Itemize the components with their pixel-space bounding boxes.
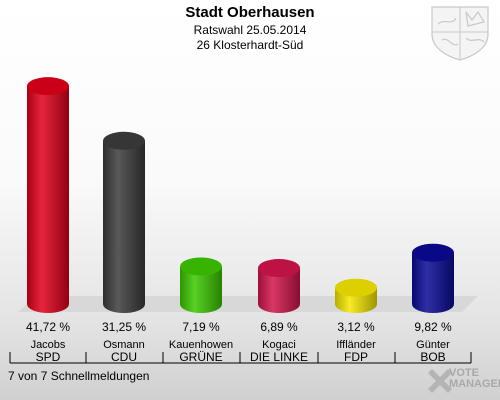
bar-body bbox=[412, 252, 454, 313]
bar-cap bbox=[258, 259, 300, 278]
coat-of-arms-icon bbox=[431, 6, 489, 61]
bar-grüne bbox=[180, 257, 222, 313]
party-label: FDP bbox=[344, 350, 368, 364]
value-label: 7,19 % bbox=[182, 320, 220, 334]
candidate-label: Jacobs bbox=[31, 339, 66, 351]
value-label: 6,89 % bbox=[260, 320, 298, 334]
chart-title: Stadt Oberhausen bbox=[185, 4, 315, 21]
district-subtitle: 26 Klosterhardt-Süd bbox=[196, 38, 304, 52]
report-status: 7 von 7 Schnellmeldungen bbox=[8, 369, 150, 383]
party-label: CDU bbox=[111, 350, 137, 364]
candidate-label: Günter bbox=[416, 339, 450, 351]
logo-line-1: VOTE bbox=[449, 367, 479, 379]
candidate-label: Iffländer bbox=[336, 339, 376, 351]
candidate-label: Osmann bbox=[103, 339, 145, 351]
bar-body bbox=[180, 266, 222, 313]
bar-bob bbox=[412, 243, 454, 313]
party-label: GRÜNE bbox=[179, 350, 222, 364]
bar-die-linke bbox=[258, 259, 300, 313]
election-subtitle: Ratswahl 25.05.2014 bbox=[193, 23, 307, 37]
bar-fdp bbox=[335, 278, 377, 313]
party-label: DIE LINKE bbox=[250, 350, 308, 364]
bar-body bbox=[258, 268, 300, 313]
party-label: BOB bbox=[420, 350, 445, 364]
bar-cap bbox=[180, 257, 222, 276]
value-label: 9,82 % bbox=[414, 320, 452, 334]
candidate-label: Kogaci bbox=[262, 339, 296, 351]
bar-spd bbox=[27, 77, 69, 313]
candidate-label: Kauenhowen bbox=[169, 339, 233, 351]
bar-cap bbox=[412, 243, 454, 262]
vote-manager-logo-icon bbox=[428, 369, 452, 393]
logo-line-2: MANAGER bbox=[449, 378, 500, 390]
value-label: 3,12 % bbox=[337, 320, 375, 334]
bar-body bbox=[103, 140, 145, 313]
chart-floor bbox=[18, 296, 478, 312]
value-label: 41,72 % bbox=[26, 320, 70, 334]
bar-cap bbox=[27, 77, 69, 96]
value-label: 31,25 % bbox=[102, 320, 146, 334]
logo-text: VOTE MANAGER bbox=[449, 368, 500, 390]
bar-body bbox=[27, 86, 69, 313]
bar-cdu bbox=[103, 131, 145, 313]
bar-cap bbox=[103, 131, 145, 150]
party-label: SPD bbox=[36, 350, 61, 364]
bar-cap bbox=[335, 278, 377, 297]
